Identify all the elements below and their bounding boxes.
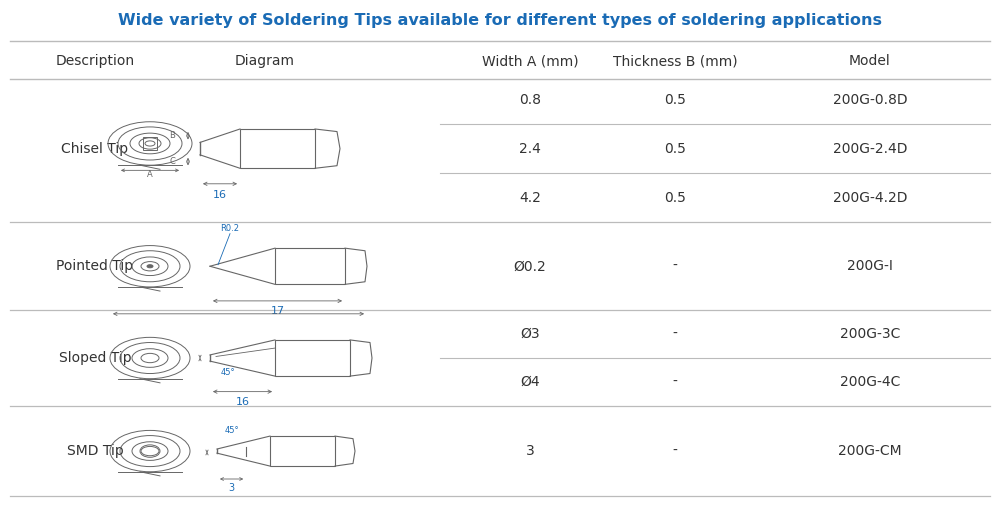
Text: 2.4: 2.4	[519, 142, 541, 156]
Text: 200G-3C: 200G-3C	[840, 327, 900, 341]
Text: 4.2: 4.2	[519, 191, 541, 205]
Text: Description: Description	[55, 54, 135, 68]
Polygon shape	[345, 248, 367, 284]
Text: 16: 16	[213, 190, 227, 200]
Text: 3: 3	[526, 444, 534, 458]
Text: Ø0.2: Ø0.2	[514, 259, 546, 273]
Text: A: A	[147, 170, 153, 179]
Text: Pointed Tip: Pointed Tip	[56, 259, 134, 273]
Text: Width A (mm): Width A (mm)	[482, 54, 578, 68]
Polygon shape	[335, 436, 355, 466]
Text: R0.2: R0.2	[220, 224, 240, 233]
Text: Wide variety of Soldering Tips available for different types of soldering applic: Wide variety of Soldering Tips available…	[118, 13, 882, 28]
Text: Ø4: Ø4	[520, 375, 540, 389]
Text: Diagram: Diagram	[235, 54, 295, 68]
Circle shape	[147, 265, 153, 268]
Text: 0.5: 0.5	[664, 191, 686, 205]
Text: Chisel Tip: Chisel Tip	[61, 142, 129, 156]
Text: -: -	[673, 327, 677, 341]
Text: 0.5: 0.5	[664, 93, 686, 107]
Text: C: C	[169, 157, 175, 166]
Text: 200G-2.4D: 200G-2.4D	[833, 142, 907, 156]
Text: Model: Model	[849, 54, 891, 68]
Text: 45°: 45°	[225, 426, 239, 435]
Text: -: -	[673, 259, 677, 273]
Text: 200G-4C: 200G-4C	[840, 375, 900, 389]
Text: 200G-CM: 200G-CM	[838, 444, 902, 458]
Text: 200G-0.8D: 200G-0.8D	[833, 93, 907, 107]
Text: -: -	[673, 444, 677, 458]
Text: -: -	[673, 375, 677, 389]
Polygon shape	[315, 129, 340, 169]
Text: Sloped Tip: Sloped Tip	[59, 351, 131, 365]
Text: Ø3: Ø3	[520, 327, 540, 341]
Text: 45°: 45°	[221, 368, 235, 377]
Text: 16: 16	[236, 397, 250, 407]
Text: B: B	[169, 131, 175, 140]
Text: 17: 17	[270, 306, 285, 316]
Text: 0.8: 0.8	[519, 93, 541, 107]
Polygon shape	[350, 340, 372, 376]
Text: Thickness B (mm): Thickness B (mm)	[613, 54, 737, 68]
Text: 200G-I: 200G-I	[847, 259, 893, 273]
Text: SMD Tip: SMD Tip	[67, 444, 123, 458]
Text: 0.5: 0.5	[664, 142, 686, 156]
Text: 200G-4.2D: 200G-4.2D	[833, 191, 907, 205]
Text: 3: 3	[229, 483, 235, 493]
